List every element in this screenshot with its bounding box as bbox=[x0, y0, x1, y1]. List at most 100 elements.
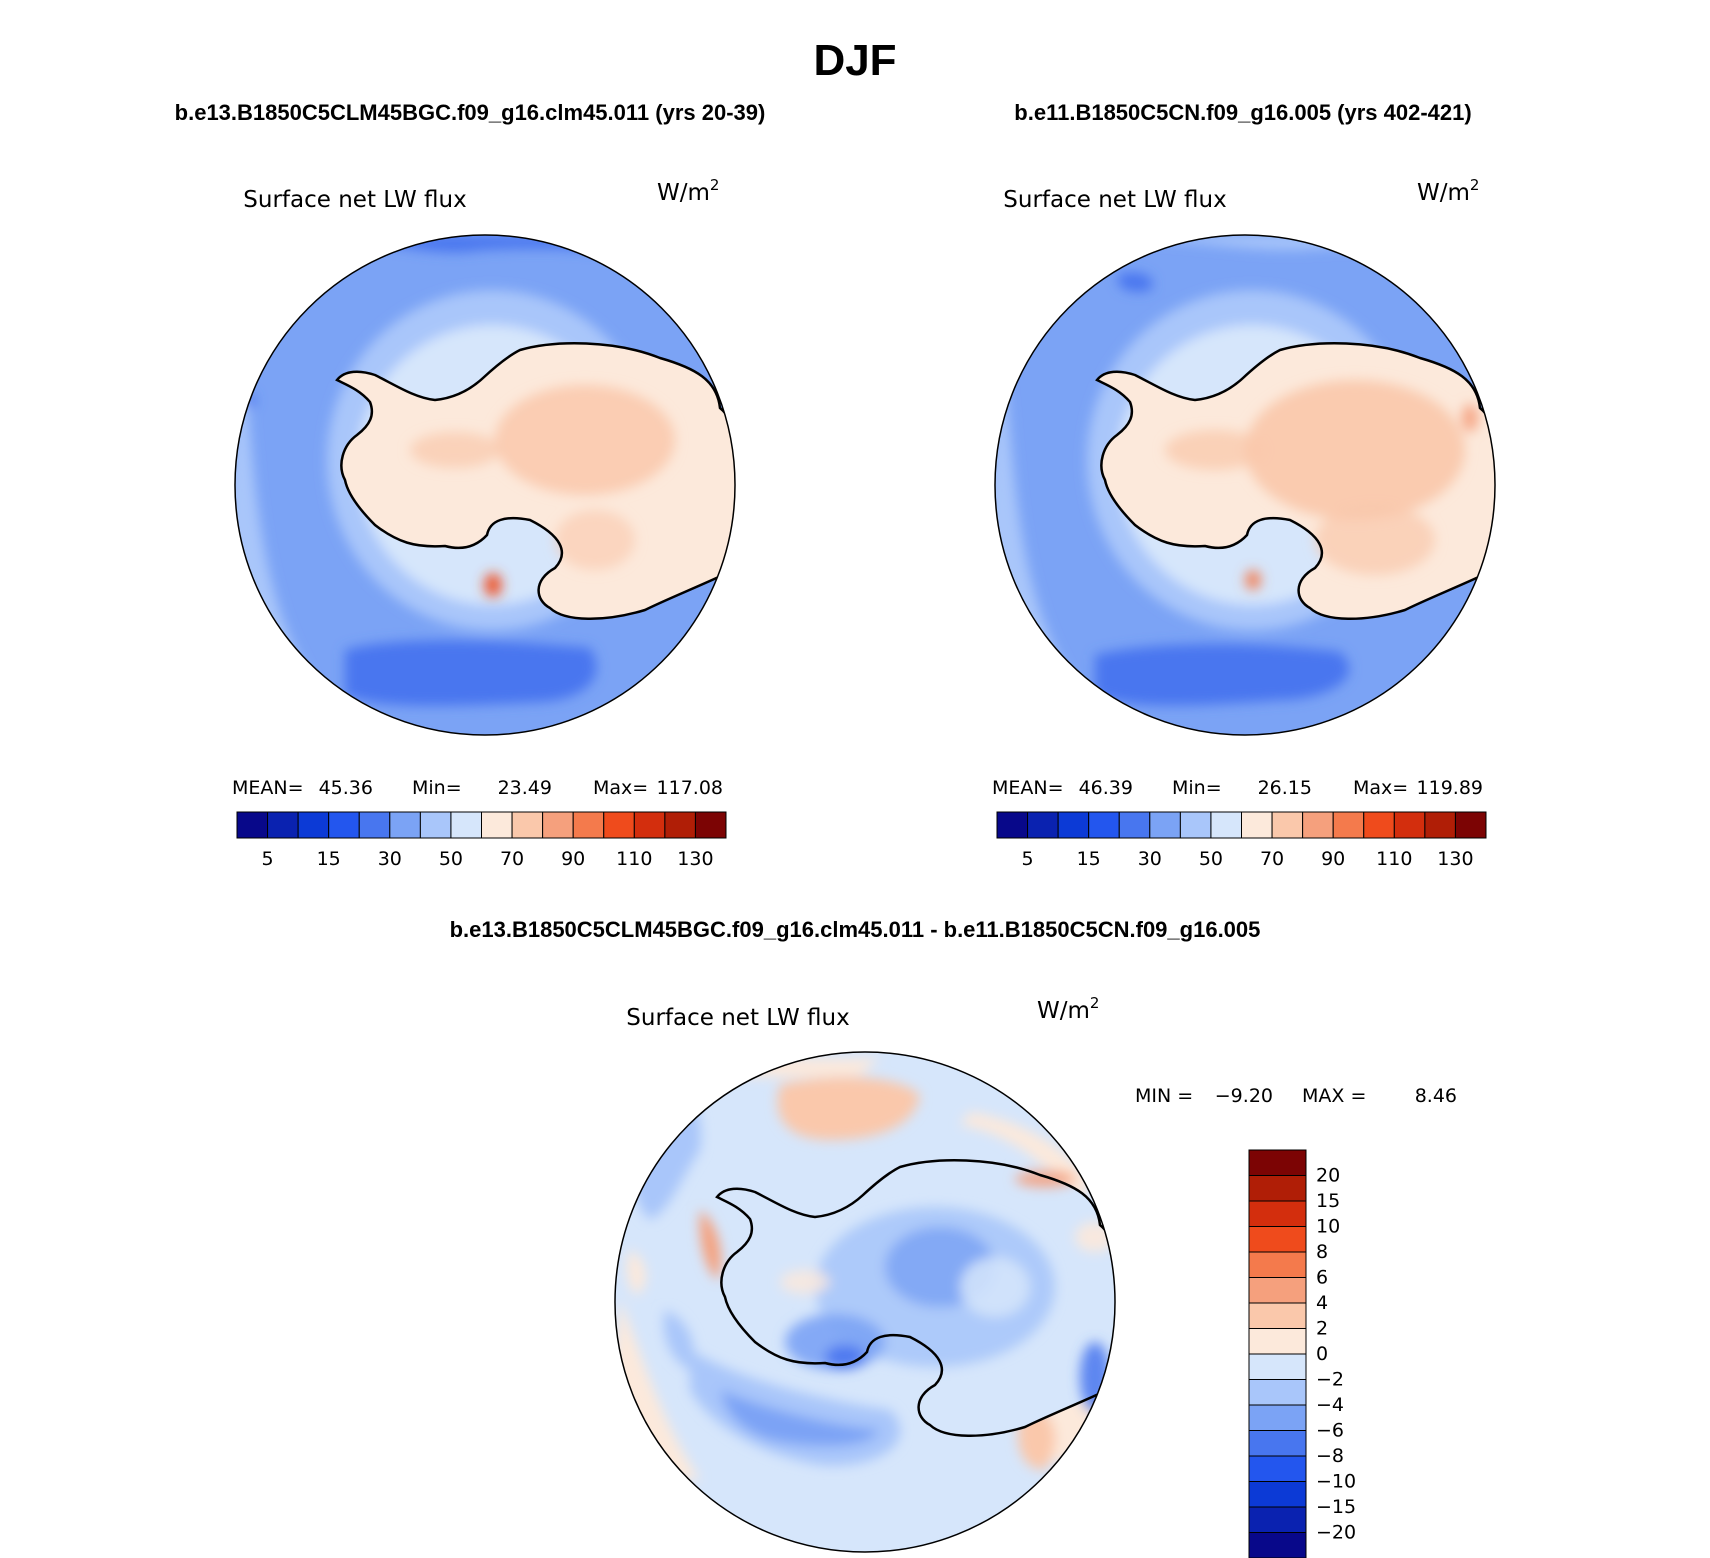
diff-panel: b.e13.B1850C5CLM45BGC.f09_g16.clm45.011 … bbox=[450, 917, 1457, 1558]
left-colorbar-cell bbox=[450, 811, 482, 839]
left-colorbar-cell bbox=[664, 811, 696, 839]
left-max-value: 117.08 bbox=[657, 777, 723, 799]
right-max-value: 119.89 bbox=[1417, 777, 1483, 799]
left-colorbar-cell bbox=[694, 811, 727, 839]
right-min-label: Min= bbox=[1172, 777, 1222, 799]
left-mean-value: 45.36 bbox=[319, 777, 373, 799]
right-colorbar-cell bbox=[1302, 811, 1334, 839]
diff-colorbar-cell bbox=[1248, 1481, 1307, 1508]
left-colorbar-label: 50 bbox=[439, 848, 463, 870]
left-colorbar-cell bbox=[542, 811, 574, 839]
left-colorbar-label: 70 bbox=[500, 848, 524, 870]
right-colorbar-label: 50 bbox=[1199, 848, 1223, 870]
diff-colorbar-cell bbox=[1248, 1277, 1307, 1304]
right-colorbar-cell bbox=[1027, 811, 1059, 839]
diff-colorbar-label: −6 bbox=[1316, 1420, 1344, 1442]
left-colorbar-label: 110 bbox=[616, 848, 652, 870]
left-colorbar-cell bbox=[267, 811, 299, 839]
diff-max-label: MAX = bbox=[1302, 1085, 1366, 1107]
left-colorbar-cell bbox=[389, 811, 421, 839]
left-colorbar: 5 15 30 50 70 90 110 130 bbox=[236, 811, 727, 870]
diff-colorbar-label: 4 bbox=[1316, 1292, 1328, 1314]
right-colorbar-cell bbox=[1454, 811, 1487, 839]
left-colorbar-cell bbox=[419, 811, 452, 839]
left-colorbar-cell bbox=[297, 811, 330, 839]
diff-colorbar-cell bbox=[1248, 1532, 1307, 1558]
diff-map bbox=[615, 1052, 1115, 1552]
right-colorbar-cell bbox=[1210, 811, 1242, 839]
diff-colorbar-label: −2 bbox=[1316, 1369, 1344, 1391]
left-colorbar-cell bbox=[358, 811, 391, 839]
diff-colorbar-cell bbox=[1248, 1379, 1307, 1406]
left-map-border bbox=[234, 234, 736, 736]
left-colorbar-cell bbox=[481, 811, 513, 839]
diff-colorbar-label: −8 bbox=[1316, 1445, 1344, 1467]
diff-colorbar-cell bbox=[1248, 1328, 1307, 1355]
page-title: DJF bbox=[813, 36, 896, 85]
diff-colorbar-cell bbox=[1248, 1404, 1307, 1431]
diff-colorbar-cell bbox=[1248, 1175, 1307, 1202]
right-colorbar-cell bbox=[1088, 811, 1120, 839]
left-min-label: Min= bbox=[412, 777, 462, 799]
diff-colorbar-label: −20 bbox=[1316, 1522, 1356, 1544]
diff-colorbar-cell bbox=[1248, 1149, 1307, 1176]
diff-colorbar-label: −10 bbox=[1316, 1471, 1356, 1493]
right-colorbar-cell bbox=[1118, 811, 1151, 839]
left-panel: b.e13.B1850C5CLM45BGC.f09_g16.clm45.011 … bbox=[175, 100, 766, 870]
left-colorbar-cell bbox=[328, 811, 360, 839]
diff-colorbar-label: 10 bbox=[1316, 1216, 1340, 1238]
right-colorbar-cell bbox=[1179, 811, 1212, 839]
right-colorbar-label: 130 bbox=[1437, 848, 1473, 870]
diff-colorbar-label: 0 bbox=[1316, 1343, 1328, 1365]
diff-colorbar-cell bbox=[1248, 1200, 1307, 1227]
left-colorbar-cell bbox=[633, 811, 666, 839]
diff-colorbar-cell bbox=[1248, 1506, 1307, 1533]
diff-colorbar-label: 15 bbox=[1316, 1190, 1340, 1212]
right-colorbar-cell bbox=[1057, 811, 1090, 839]
diff-colorbar-cell bbox=[1248, 1455, 1307, 1482]
left-colorbar-label: 30 bbox=[378, 848, 402, 870]
left-colorbar-label: 5 bbox=[262, 848, 274, 870]
left-colorbar-cell bbox=[572, 811, 605, 839]
right-colorbar-cell bbox=[1149, 811, 1181, 839]
left-min-value: 23.49 bbox=[498, 777, 552, 799]
left-colorbar-label: 90 bbox=[561, 848, 585, 870]
right-variable-label: Surface net LW flux bbox=[1003, 187, 1226, 213]
diff-colorbar-label: −15 bbox=[1316, 1496, 1356, 1518]
diff-variable-label: Surface net LW flux bbox=[626, 1005, 849, 1031]
diff-colorbar-label: 6 bbox=[1316, 1267, 1328, 1289]
right-colorbar-label: 70 bbox=[1260, 848, 1284, 870]
right-colorbar-cell bbox=[1271, 811, 1304, 839]
right-colorbar-cell bbox=[1393, 811, 1426, 839]
left-units-label: W/m2 bbox=[657, 176, 719, 206]
left-mean-label: MEAN= bbox=[232, 777, 304, 799]
right-colorbar: 5 15 30 50 70 90 110 130 bbox=[996, 811, 1487, 870]
diff-colorbar-label: 20 bbox=[1316, 1165, 1340, 1187]
diff-colorbar-label: 8 bbox=[1316, 1241, 1328, 1263]
right-units-label: W/m2 bbox=[1417, 176, 1479, 206]
diff-colorbar-label: 2 bbox=[1316, 1318, 1328, 1340]
right-colorbar-cell bbox=[1424, 811, 1456, 839]
diff-colorbar-cell bbox=[1248, 1353, 1307, 1380]
right-colorbar-label: 90 bbox=[1321, 848, 1345, 870]
right-panel: b.e11.B1850C5CN.f09_g16.005 (yrs 402-421… bbox=[992, 100, 1496, 870]
right-mean-value: 46.39 bbox=[1079, 777, 1133, 799]
left-variable-label: Surface net LW flux bbox=[243, 187, 466, 213]
left-colorbar-cell bbox=[236, 811, 269, 839]
right-colorbar-cell bbox=[1241, 811, 1273, 839]
left-case-title: b.e13.B1850C5CLM45BGC.f09_g16.clm45.011 … bbox=[175, 100, 766, 125]
left-colorbar-cell bbox=[511, 811, 544, 839]
left-colorbar-label: 130 bbox=[677, 848, 713, 870]
right-colorbar-label: 110 bbox=[1376, 848, 1412, 870]
diff-min-value: −9.20 bbox=[1215, 1085, 1273, 1107]
left-max-label: Max= bbox=[593, 777, 648, 799]
diff-colorbar-cell bbox=[1248, 1302, 1307, 1329]
right-colorbar-label: 5 bbox=[1022, 848, 1034, 870]
right-colorbar-cell bbox=[996, 811, 1029, 839]
right-mean-label: MEAN= bbox=[992, 777, 1064, 799]
left-map bbox=[235, 235, 735, 735]
right-colorbar-label: 15 bbox=[1077, 848, 1101, 870]
diff-colorbar-cell bbox=[1248, 1430, 1307, 1457]
